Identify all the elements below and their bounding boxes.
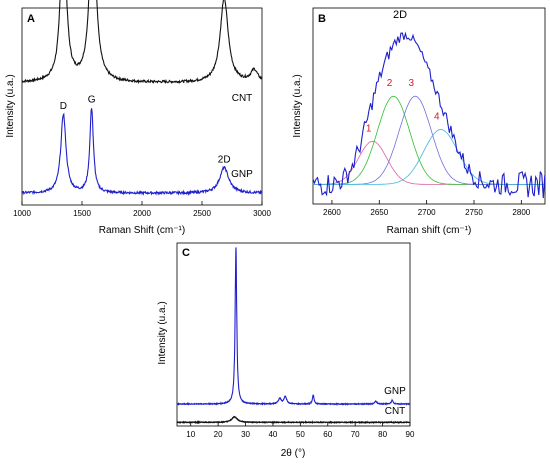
panel-b-x-label: Raman shift (cm⁻¹) [387,225,472,236]
panel-b-fit-components [313,95,545,185]
panel-b-x-ticks: 2600 2650 2700 2750 2800 [323,200,531,217]
x-tick-label: 2600 [323,208,341,217]
raman-2d-data-line [312,31,546,199]
component-label: 1 [366,123,372,134]
x-tick-label: 2000 [133,209,151,218]
xrd-line-gnp [176,247,411,407]
xrd-line-cnt [176,415,411,425]
series-line-cnt [21,0,263,85]
panel-b-frame [312,7,546,205]
x-tick-label: 3000 [253,209,271,218]
x-tick-label: 2700 [418,208,436,217]
panel-c-frame [176,242,411,427]
series-label-gnp: GNP [231,169,253,180]
x-tick-label: 2750 [465,208,483,217]
panel-c-x-ticks: 10 20 30 40 50 60 70 80 90 [186,422,415,439]
panel-a-label: A [27,13,35,25]
x-tick-label: 90 [406,430,415,439]
component-label: 4 [434,112,440,123]
x-tick-label: 1500 [73,209,91,218]
panel-a-y-label: Intensity (u.a.) [5,74,16,137]
x-tick-label: 1000 [13,209,31,218]
peak-label: D [60,101,67,112]
panel-c-label: C [182,247,190,259]
panel-a-series [21,0,263,196]
series-label-cnt: CNT [232,93,253,104]
panel-a-peak-labels: DG2DDG2D [60,94,231,166]
x-tick-label: 2650 [370,208,388,217]
panel-b-y-label: Intensity (u.a.) [292,74,303,137]
series-line-gnp [21,108,263,196]
x-tick-label: 10 [186,430,195,439]
panel-c-y-label: Intensity (u.a.) [157,301,168,364]
series-label-gnp-xrd: GNP [384,386,406,397]
series-label-cnt-xrd: CNT [385,406,406,417]
x-tick-label: 30 [241,430,250,439]
peak-label: 2D [218,155,231,166]
x-tick-label: 80 [378,430,387,439]
panel-b-component-labels: 1 2 3 4 [366,78,440,134]
panel-c-series [176,247,411,425]
panel-c: C 10 20 30 40 50 60 70 80 90 GNP CNT 2θ (°) Inte… [157,242,415,459]
panel-c-x-label: 2θ (°) [281,448,306,459]
fit-component-4 [313,129,545,185]
fit-component-2 [313,95,545,185]
component-label: 2 [387,78,393,89]
x-tick-label: 40 [268,430,277,439]
component-label: 3 [408,78,414,89]
panel-b-label: B [318,13,326,25]
panel-a-x-ticks: 1000 1500 2000 2500 3000 [13,201,271,218]
x-tick-label: 2800 [512,208,530,217]
x-tick-label: 60 [323,430,332,439]
fit-component-3 [313,95,545,185]
panel-b-title: 2D [393,9,407,21]
x-tick-label: 2500 [193,209,211,218]
x-tick-label: 70 [351,430,360,439]
x-tick-label: 50 [296,430,305,439]
x-tick-label: 20 [214,430,223,439]
peak-label: G [88,94,96,105]
panel-b: B 2600 2650 2700 2750 2800 1 2 3 4 2D Raman shi… [292,7,546,236]
panel-b-data [312,31,546,199]
fit-component-1 [313,140,545,185]
panel-a-x-label: Raman Shift (cm⁻¹) [99,225,185,236]
